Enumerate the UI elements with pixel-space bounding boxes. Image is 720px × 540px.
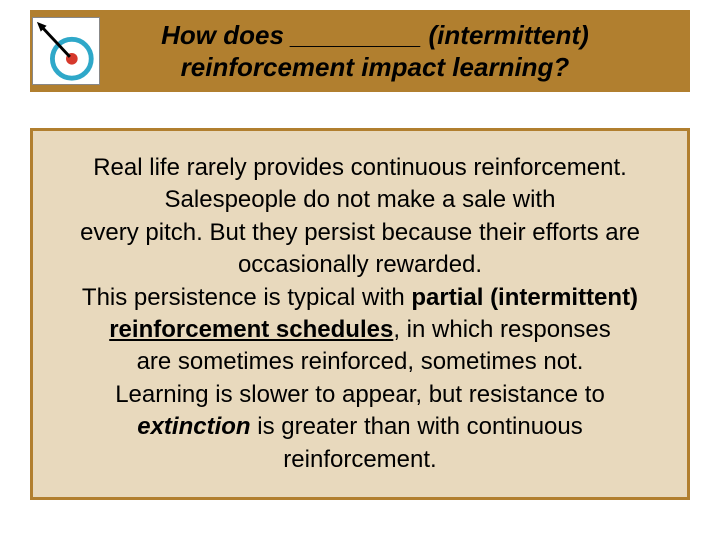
body-l2: Salespeople do not make a sale with [165, 186, 556, 213]
body-l9b: is greater than with continuous [251, 413, 583, 440]
target-icon-box [32, 17, 100, 85]
title-line2: reinforcement impact learning? [181, 52, 570, 82]
body-l7: are sometimes reinforced, sometimes not. [137, 348, 584, 375]
body-l3: every pitch. But they persist because th… [80, 219, 640, 246]
slide: How does _________ (intermittent) reinfo… [0, 0, 720, 540]
body-l5b: partial (intermittent) [411, 284, 638, 311]
header-band: How does _________ (intermittent) reinfo… [30, 10, 690, 92]
body-l8: Learning is slower to appear, but resist… [115, 381, 605, 408]
body-box: Real life rarely provides continuous rei… [30, 128, 690, 500]
body-text: Real life rarely provides continuous rei… [80, 152, 640, 476]
body-l5a: This persistence is typical with [82, 284, 411, 311]
body-l9a: extinction [137, 413, 250, 440]
slide-title: How does _________ (intermittent) reinfo… [100, 19, 690, 84]
body-l6a: reinforcement schedules [109, 316, 393, 343]
body-l1: Real life rarely provides continuous rei… [93, 154, 627, 181]
title-line1-prefix: How does [161, 20, 291, 50]
title-paren: (intermittent) [421, 20, 589, 50]
body-l4: occasionally rewarded. [238, 251, 482, 278]
title-blank: _________ [291, 20, 421, 50]
body-l10: reinforcement. [283, 446, 436, 473]
target-icon [33, 18, 99, 84]
body-l6b: , in which responses [393, 316, 610, 343]
